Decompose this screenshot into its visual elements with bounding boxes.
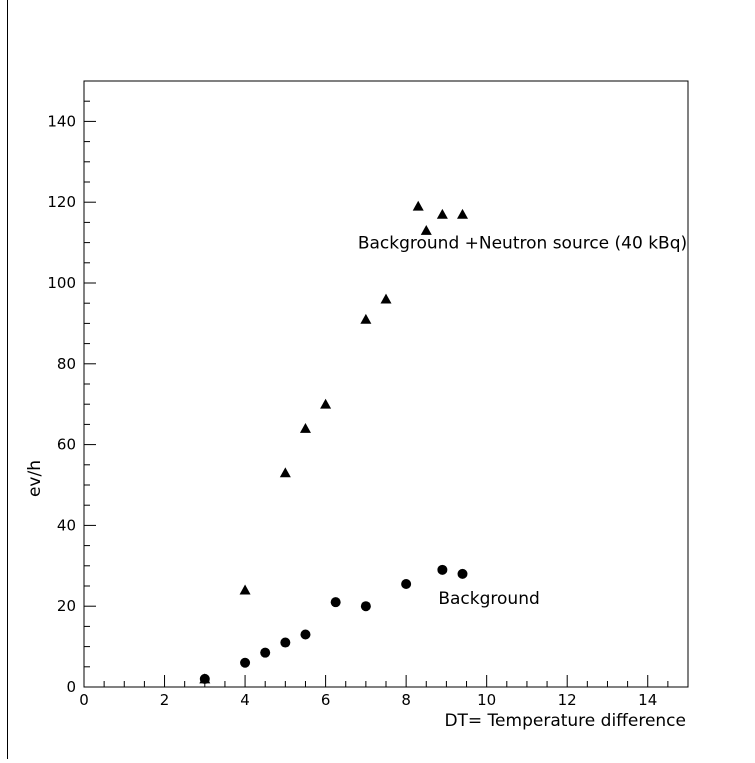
x-tick-label: 8 [401, 691, 411, 709]
circle-point [437, 564, 448, 575]
triangle-point [420, 224, 432, 235]
circle-point [199, 673, 210, 684]
triangle-point [299, 422, 311, 433]
circle-point [330, 597, 341, 608]
circle-point [260, 647, 271, 658]
triangle-point [412, 200, 424, 211]
y-tick-label: 60 [57, 436, 76, 454]
triangle-point [320, 398, 332, 409]
annotation-background: Background [438, 589, 539, 609]
y-tick-label: 40 [57, 516, 76, 534]
triangle-point [239, 584, 251, 595]
x-axis: 0 2 4 6 8 10 12 14 [79, 675, 689, 709]
annotation-neutron-source: Background +Neutron source (40 kBq) [358, 234, 687, 254]
triangle-point [436, 208, 448, 219]
triangle-point [380, 293, 392, 304]
circle-point [280, 637, 291, 648]
y-axis-label: ev/h [25, 460, 45, 497]
y-tick-label: 0 [66, 678, 76, 696]
circle-point [300, 629, 311, 640]
y-tick-label: 140 [47, 112, 76, 130]
y-tick-label: 120 [47, 193, 76, 211]
x-tick-label: 0 [79, 691, 89, 709]
circle-point [401, 578, 412, 589]
x-tick-label: 4 [240, 691, 250, 709]
x-axis-label: DT= Temperature difference [444, 711, 686, 731]
circle-point [360, 601, 371, 612]
triangle-point [457, 208, 469, 219]
y-tick-label: 80 [57, 355, 76, 373]
x-tick-label: 14 [638, 691, 657, 709]
x-tick-label: 2 [160, 691, 170, 709]
circle-point [457, 568, 468, 579]
x-tick-label: 6 [321, 691, 331, 709]
y-tick-label: 100 [47, 274, 76, 292]
y-tick-label: 20 [57, 597, 76, 615]
triangle-point [360, 313, 372, 324]
triangle-point [279, 467, 291, 478]
x-tick-label: 10 [477, 691, 496, 709]
plot-frame [83, 80, 689, 688]
data-points [199, 200, 469, 684]
x-tick-label: 12 [558, 691, 577, 709]
y-axis: 0 20 40 60 80 100 120 140 [47, 80, 96, 696]
circle-point [240, 657, 251, 668]
